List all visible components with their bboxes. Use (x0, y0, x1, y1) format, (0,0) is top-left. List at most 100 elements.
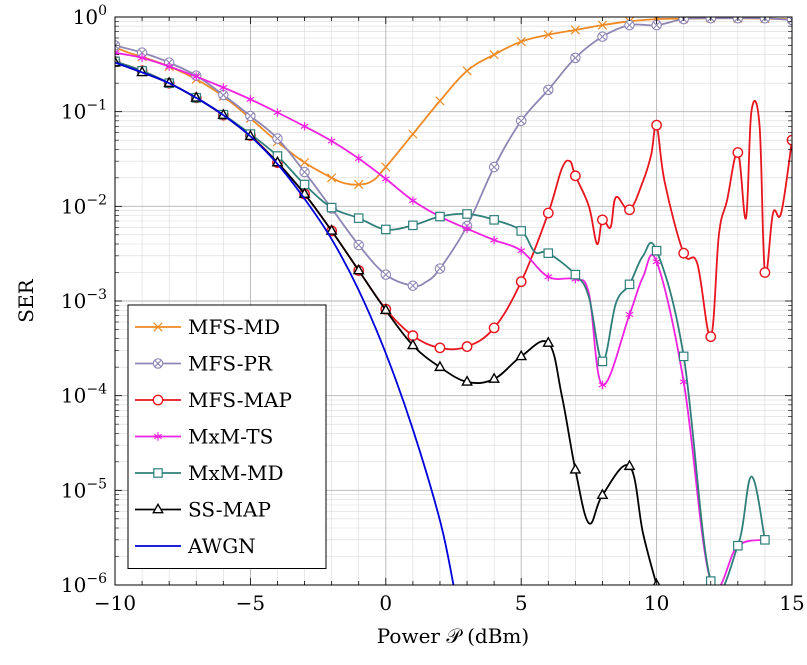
data-point (651, 119, 662, 131)
data-point (462, 209, 472, 219)
data-point (732, 147, 744, 158)
data-point (517, 246, 526, 255)
data-point (543, 84, 554, 96)
data-point (569, 463, 582, 474)
data-point (461, 375, 473, 386)
data-point (115, 48, 119, 57)
data-point (489, 50, 499, 60)
legend-item: MFS-PR (135, 352, 273, 376)
data-point (380, 269, 392, 280)
data-point (598, 380, 607, 390)
legend-label: MFS-PR (188, 352, 273, 376)
data-point (569, 170, 581, 182)
data-point (435, 96, 445, 106)
series-mfs-pr (115, 17, 792, 291)
data-point (624, 19, 635, 31)
data-point (246, 95, 255, 104)
legend-label: MxM-MD (188, 461, 284, 485)
x-tick-label: 10 (644, 591, 669, 615)
data-point (623, 459, 636, 471)
data-point (192, 72, 201, 81)
data-point (219, 83, 228, 92)
data-point (490, 235, 499, 245)
ticks: −10 −5 0 5 10 15 100 10−1 10−2 10−3 10−4 10−5 10−6 (61, 3, 805, 615)
data-point (488, 322, 500, 334)
legend-item: MxM-TS (135, 425, 273, 449)
x-tick-label: 15 (779, 591, 804, 615)
data-point (570, 25, 580, 35)
data-point (544, 272, 553, 282)
data-point (542, 336, 555, 347)
data-point (463, 224, 471, 233)
legend-label: MxM-TS (188, 425, 273, 449)
data-point (272, 133, 283, 144)
data-point (327, 173, 337, 183)
data-point (515, 276, 527, 288)
data-point (462, 66, 472, 76)
data-point (515, 115, 527, 127)
data-point (299, 157, 310, 168)
data-point (759, 267, 771, 278)
data-point (678, 247, 690, 259)
data-point (489, 215, 499, 225)
data-point (152, 358, 164, 369)
data-point (516, 226, 526, 236)
data-point (596, 488, 609, 500)
data-point (325, 224, 338, 235)
data-point (515, 349, 528, 361)
legend-item: SS-MAP (135, 498, 271, 522)
x-axis-title: Power 𝒫 (dBm) (377, 624, 529, 648)
data-point (678, 351, 689, 362)
legend-label: MFS-MAP (188, 388, 292, 412)
legend: MFS-MD MFS-PR MFS-MAP MxM-TS MxM-MD SS-MAP AWG… (127, 304, 327, 569)
data-point (326, 202, 337, 213)
y-tick-label: 10−3 (61, 287, 107, 313)
data-point (352, 263, 365, 275)
data-point (154, 432, 162, 441)
data-point (651, 245, 662, 256)
data-point (570, 52, 581, 64)
data-point (516, 36, 526, 47)
data-point (381, 174, 390, 184)
x-tick-label: −5 (236, 591, 265, 615)
data-point (542, 207, 554, 219)
legend-label: SS-MAP (188, 498, 271, 522)
data-point (434, 360, 446, 372)
data-point (733, 540, 743, 551)
data-point (705, 331, 717, 343)
y-tick-label: 100 (73, 3, 107, 29)
data-point (408, 220, 418, 231)
data-point (543, 248, 554, 258)
data-point (434, 263, 446, 274)
data-point (152, 394, 164, 406)
legend-item: MFS-MAP (135, 388, 292, 412)
series-awgn (115, 61, 455, 585)
data-point (406, 338, 419, 350)
data-point (381, 162, 391, 172)
data-point (597, 214, 608, 226)
data-point (461, 341, 473, 352)
data-point (435, 211, 445, 222)
y-tick-label: 10−2 (61, 192, 107, 218)
data-point (760, 535, 770, 545)
data-point (138, 53, 147, 63)
data-point (152, 502, 164, 514)
y-tick-label: 10−6 (61, 571, 107, 597)
data-point (245, 110, 256, 122)
data-point (597, 20, 608, 30)
data-point (570, 269, 581, 280)
data-point (408, 196, 417, 205)
data-point (354, 154, 363, 163)
data-point (218, 89, 229, 101)
series-line (115, 17, 792, 186)
data-point (381, 224, 391, 235)
data-point (407, 280, 419, 291)
data-point (153, 468, 163, 478)
data-point (408, 129, 418, 139)
legend-label: AWGN (187, 534, 256, 558)
data-point (434, 342, 446, 354)
data-point (353, 213, 364, 223)
data-point (153, 322, 163, 332)
data-point (705, 576, 716, 585)
